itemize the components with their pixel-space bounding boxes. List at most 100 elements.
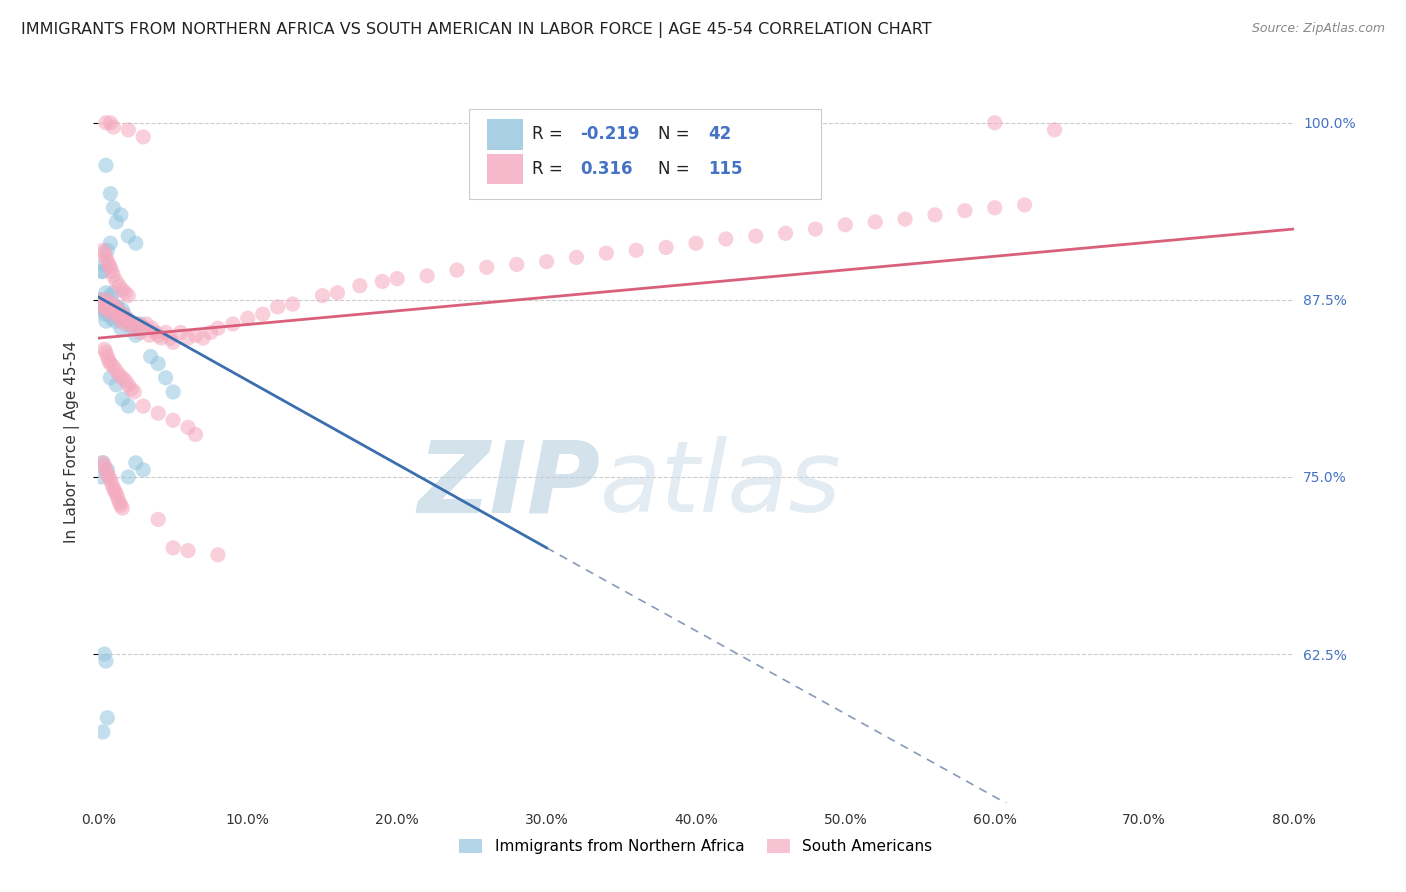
- Point: [108, 311, 131, 326]
- Point: [97, 307, 120, 321]
- Point: [685, 236, 707, 251]
- Point: [96, 293, 118, 307]
- Point: [804, 222, 827, 236]
- Point: [311, 288, 333, 302]
- Point: [90, 470, 112, 484]
- Point: [1043, 123, 1066, 137]
- Point: [162, 335, 184, 350]
- Point: [96, 350, 118, 364]
- Point: [267, 300, 290, 314]
- Text: -0.219: -0.219: [581, 126, 640, 144]
- Text: IMMIGRANTS FROM NORTHERN AFRICA VS SOUTH AMERICAN IN LABOR FORCE | AGE 45-54 COR: IMMIGRANTS FROM NORTHERN AFRICA VS SOUTH…: [21, 22, 932, 38]
- Point: [101, 264, 124, 278]
- Point: [125, 236, 148, 251]
- Point: [655, 240, 678, 254]
- Point: [103, 300, 125, 314]
- Point: [94, 300, 117, 314]
- Point: [97, 353, 120, 368]
- Point: [101, 307, 124, 321]
- Point: [105, 487, 128, 501]
- Point: [184, 328, 207, 343]
- Point: [96, 711, 118, 725]
- Point: [98, 288, 122, 302]
- Point: [924, 208, 946, 222]
- Point: [148, 328, 170, 343]
- Point: [98, 186, 122, 201]
- Point: [148, 512, 170, 526]
- Point: [132, 399, 155, 413]
- Point: [177, 543, 200, 558]
- Point: [111, 307, 134, 321]
- Point: [94, 285, 117, 300]
- Point: [159, 331, 181, 345]
- Point: [120, 317, 142, 331]
- Point: [124, 321, 146, 335]
- Point: [117, 399, 139, 413]
- Point: [98, 116, 122, 130]
- Point: [162, 541, 184, 555]
- Point: [98, 371, 122, 385]
- Point: [105, 215, 128, 229]
- Point: [89, 293, 111, 307]
- Point: [184, 427, 207, 442]
- Point: [117, 229, 139, 244]
- Point: [385, 271, 409, 285]
- Text: R =: R =: [533, 161, 574, 178]
- Point: [169, 326, 191, 340]
- Point: [103, 359, 125, 374]
- Point: [155, 371, 177, 385]
- Point: [98, 260, 122, 275]
- Point: [112, 307, 135, 321]
- Point: [191, 331, 214, 345]
- Point: [834, 218, 856, 232]
- Point: [132, 463, 155, 477]
- Point: [90, 293, 112, 307]
- Point: [107, 300, 129, 314]
- Point: [117, 288, 139, 302]
- Point: [446, 263, 468, 277]
- Point: [127, 317, 149, 331]
- Point: [475, 260, 498, 275]
- Point: [91, 264, 114, 278]
- Point: [111, 392, 134, 406]
- Point: [865, 215, 887, 229]
- FancyBboxPatch shape: [470, 109, 821, 200]
- Point: [117, 314, 139, 328]
- Point: [177, 331, 200, 345]
- Point: [103, 285, 125, 300]
- Point: [104, 484, 127, 499]
- Point: [117, 377, 139, 392]
- Point: [281, 297, 304, 311]
- Point: [105, 302, 128, 317]
- Point: [132, 319, 155, 334]
- Point: [138, 328, 160, 343]
- Point: [953, 203, 976, 218]
- Point: [132, 130, 155, 145]
- Point: [98, 357, 122, 371]
- Text: N =: N =: [658, 126, 695, 144]
- Point: [94, 158, 117, 172]
- Point: [110, 314, 132, 328]
- Point: [94, 251, 117, 265]
- Point: [115, 311, 138, 326]
- Point: [236, 311, 259, 326]
- Point: [139, 350, 162, 364]
- Text: 42: 42: [709, 126, 731, 144]
- Point: [148, 357, 170, 371]
- Point: [141, 321, 163, 335]
- Point: [326, 285, 349, 300]
- Point: [101, 311, 124, 326]
- Legend: Immigrants from Northern Africa, South Americans: Immigrants from Northern Africa, South A…: [453, 833, 939, 860]
- Point: [90, 300, 112, 314]
- Point: [103, 297, 125, 311]
- Point: [103, 120, 125, 134]
- Point: [98, 300, 122, 314]
- Point: [107, 491, 129, 506]
- Point: [91, 456, 114, 470]
- Point: [108, 495, 131, 509]
- Point: [108, 368, 131, 382]
- Point: [93, 300, 115, 314]
- Point: [96, 254, 118, 268]
- Point: [416, 268, 439, 283]
- Point: [111, 371, 134, 385]
